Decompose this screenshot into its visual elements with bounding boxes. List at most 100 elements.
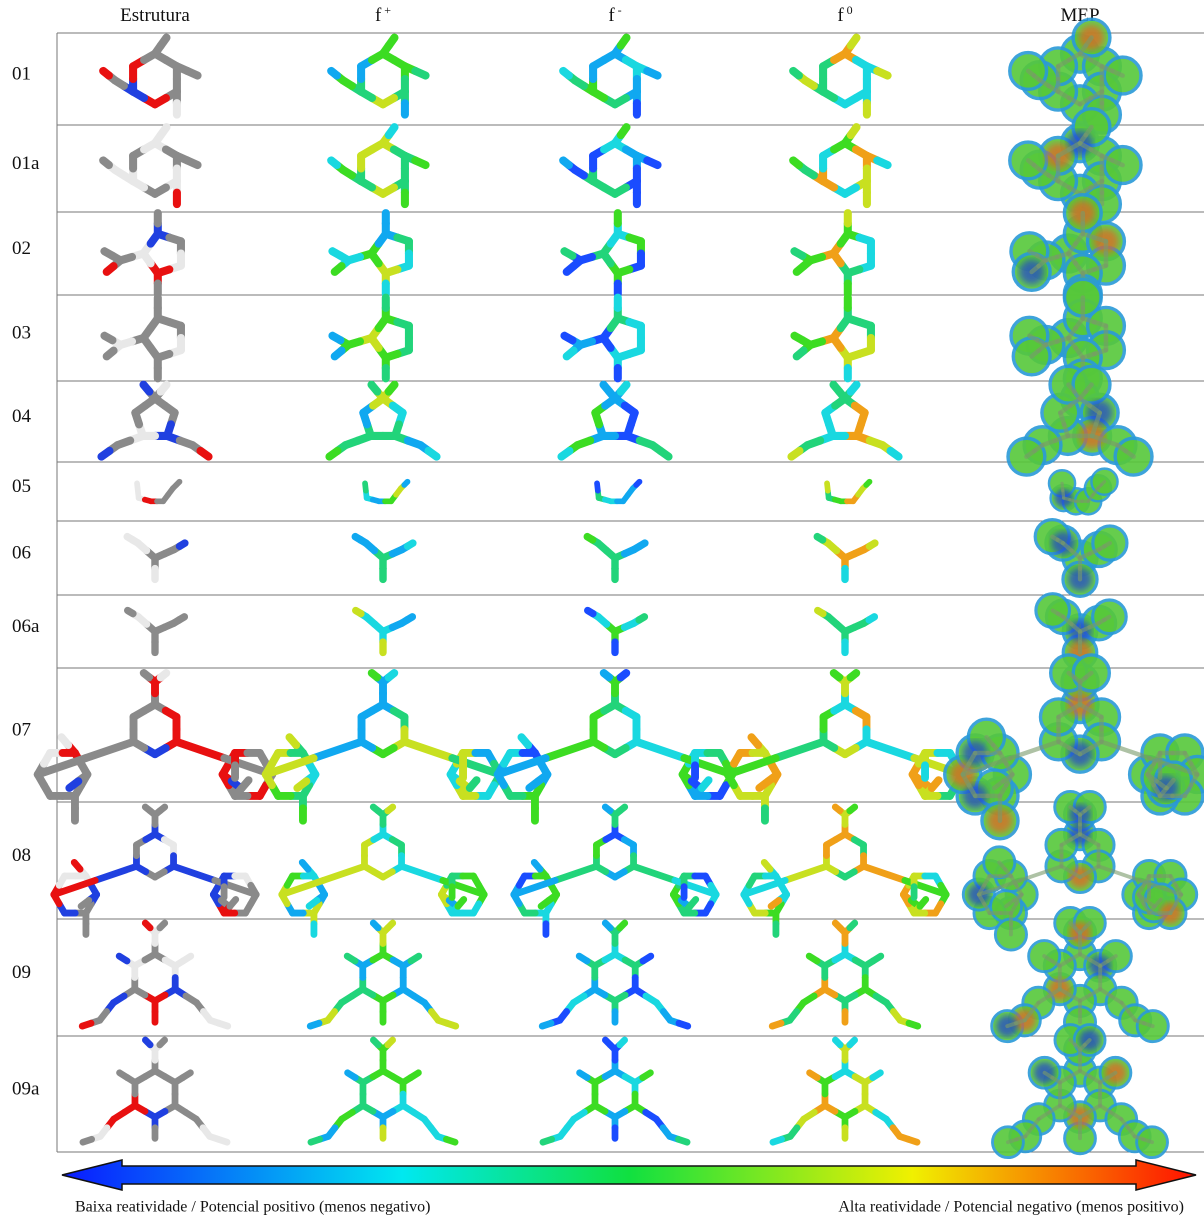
- molecule: [311, 1040, 455, 1142]
- bond: [850, 1040, 855, 1045]
- column-header-text: f: [608, 5, 615, 26]
- bond: [411, 956, 419, 961]
- bond: [764, 862, 770, 869]
- bond: [546, 742, 594, 758]
- bond: [541, 900, 549, 906]
- bond: [773, 1139, 782, 1142]
- column-header: Estrutura: [120, 5, 190, 26]
- bond: [793, 71, 799, 76]
- bond: [201, 451, 209, 457]
- bond: [347, 956, 355, 961]
- bond: [555, 866, 596, 880]
- molecule: [331, 38, 425, 115]
- bond: [332, 336, 340, 341]
- molecule: [356, 611, 413, 653]
- bond: [797, 266, 804, 272]
- bond: [851, 673, 857, 678]
- bond: [521, 737, 528, 745]
- bond: [634, 866, 675, 880]
- bond: [120, 1073, 128, 1078]
- bond: [1062, 483, 1063, 490]
- bond: [187, 71, 197, 76]
- molecule: [514, 807, 716, 934]
- bond: [920, 899, 926, 906]
- bond: [407, 617, 412, 620]
- bond: [161, 127, 167, 135]
- figure: Baixa reatividade / Potencial positivo (…: [0, 0, 1204, 1223]
- row-label: 05: [12, 476, 31, 497]
- bond: [103, 71, 109, 76]
- molecule: [104, 213, 181, 294]
- bond: [932, 780, 939, 788]
- bond: [817, 537, 822, 540]
- bond: [179, 617, 184, 620]
- bond: [314, 742, 362, 758]
- bond: [794, 251, 802, 256]
- bond: [834, 673, 840, 678]
- bond: [219, 1023, 228, 1026]
- bond: [690, 899, 696, 906]
- bond: [83, 1139, 92, 1142]
- bond: [621, 127, 627, 135]
- bond: [119, 956, 127, 961]
- molecule: [773, 1040, 917, 1142]
- bond: [864, 866, 905, 880]
- bond: [1053, 611, 1058, 614]
- bond: [620, 1040, 625, 1045]
- bond: [82, 1023, 91, 1026]
- bond: [415, 71, 425, 76]
- molecule: [588, 611, 645, 653]
- row-label: 08: [12, 845, 31, 866]
- bond: [388, 807, 393, 811]
- molecule: [137, 482, 179, 502]
- bond: [643, 956, 651, 961]
- bond: [543, 1139, 552, 1142]
- bond: [791, 451, 799, 457]
- bond: [1143, 1139, 1152, 1142]
- bond: [446, 1139, 455, 1142]
- bond: [605, 1040, 610, 1045]
- molecule: [127, 537, 185, 580]
- bond: [355, 537, 360, 540]
- legend-low: Baixa reatividade / Potencial positivo (…: [75, 1199, 430, 1216]
- bond: [834, 385, 840, 392]
- bond: [580, 1073, 588, 1078]
- molecule: [365, 482, 407, 502]
- column-header-sup: -: [618, 3, 622, 17]
- bond: [388, 923, 393, 928]
- bond: [866, 742, 914, 758]
- molecule: [728, 673, 962, 821]
- bond: [310, 1023, 319, 1026]
- bond: [137, 483, 138, 490]
- molecule: [104, 298, 181, 379]
- bond: [402, 866, 443, 880]
- bond: [145, 807, 150, 811]
- bond: [311, 1139, 320, 1142]
- bond: [107, 351, 114, 357]
- bond: [567, 351, 574, 357]
- bond: [145, 923, 150, 928]
- bond: [404, 742, 452, 758]
- bond: [329, 451, 337, 457]
- molecule: [331, 127, 425, 204]
- bond: [873, 956, 881, 961]
- row-label: 09: [12, 962, 31, 983]
- bond: [835, 807, 840, 811]
- bond: [373, 1040, 378, 1045]
- molecule: [827, 482, 869, 502]
- molecule: [587, 537, 645, 580]
- molecule: [1035, 520, 1127, 597]
- bond: [909, 1023, 918, 1026]
- bond: [429, 451, 437, 457]
- bond: [751, 737, 758, 745]
- bond: [160, 1040, 165, 1045]
- bond: [810, 1073, 818, 1078]
- column-header-text: f: [837, 5, 844, 26]
- bond: [332, 251, 340, 256]
- column-header: f-: [608, 3, 621, 27]
- bond: [174, 866, 215, 880]
- bond: [128, 611, 133, 614]
- molecule: [563, 127, 657, 204]
- molecule: [54, 807, 256, 934]
- bond: [365, 483, 366, 490]
